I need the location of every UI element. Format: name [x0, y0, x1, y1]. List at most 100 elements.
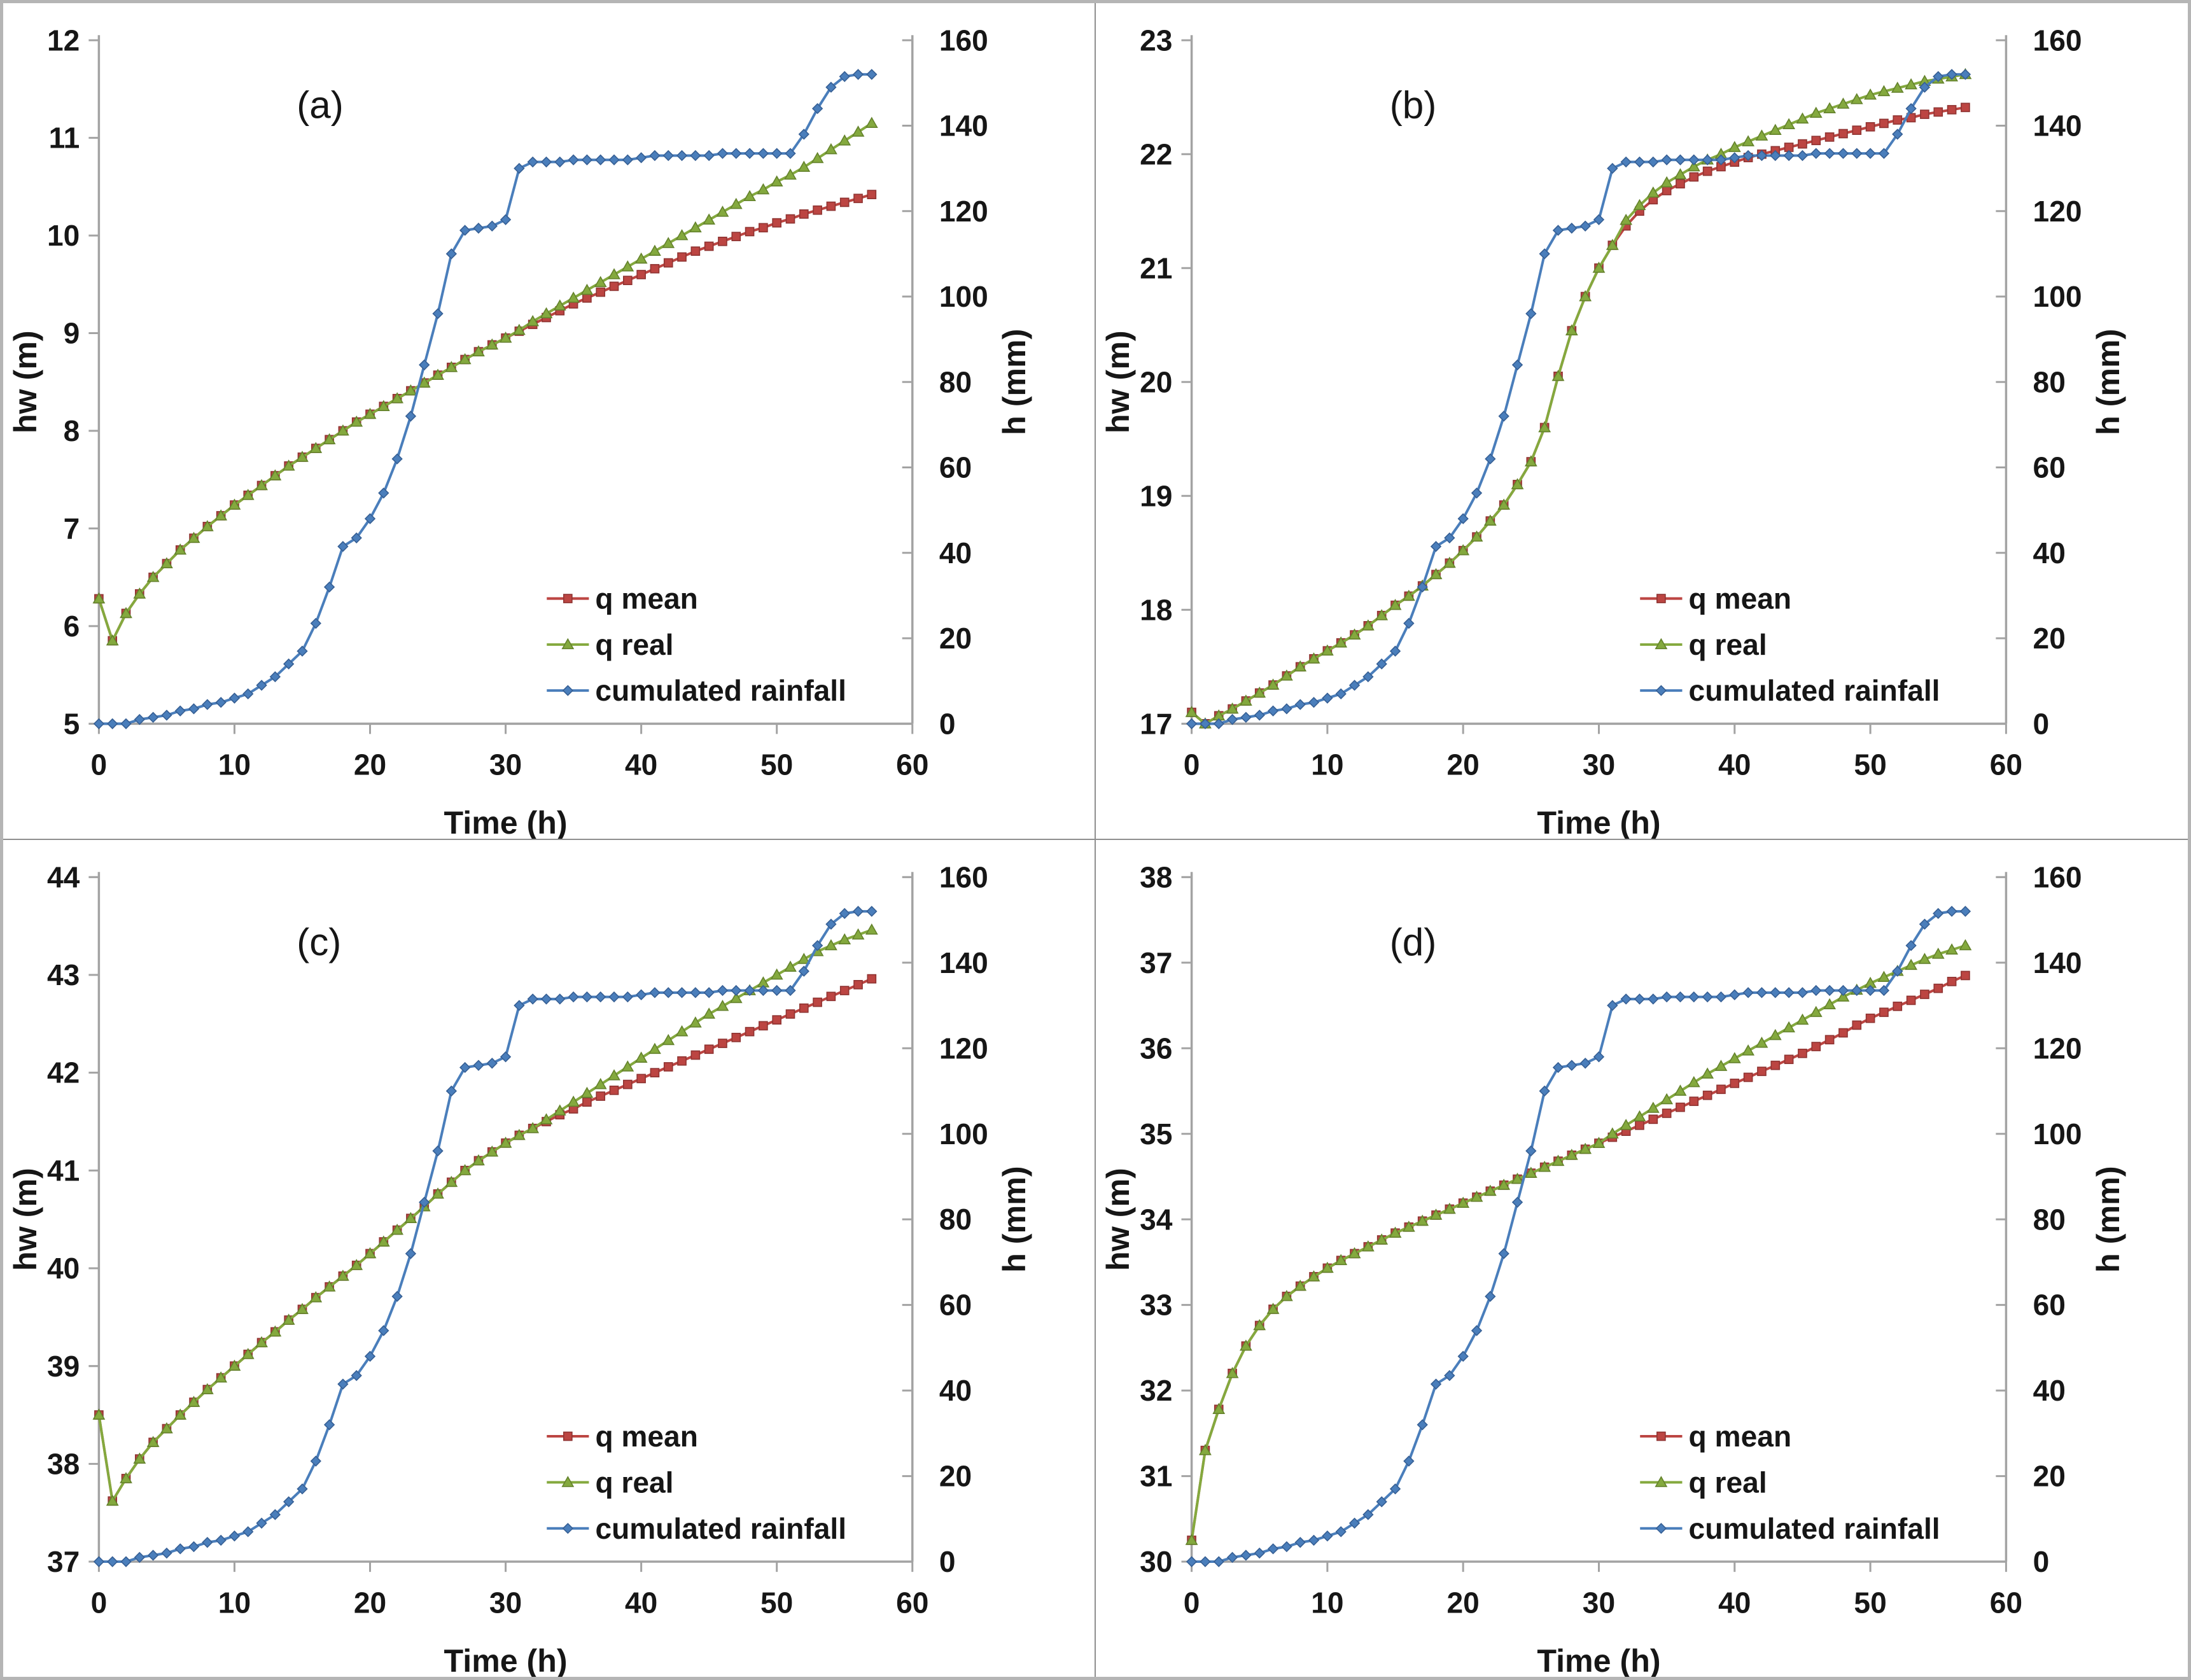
- x-axis-title: Time (h): [444, 805, 568, 839]
- marker-q-real: [1334, 1254, 1347, 1266]
- legend-label-q-mean: q mean: [1688, 582, 1791, 615]
- right-axis-title: h (mm): [997, 329, 1032, 435]
- right-tick-label: 140: [939, 946, 988, 979]
- series-line-cumulated-rainfall: [97, 910, 873, 1564]
- legend-marker-q-real: [1654, 638, 1667, 650]
- left-tick-label: 44: [47, 860, 80, 893]
- marker-q-real: [1389, 1226, 1401, 1238]
- left-tick-label: 19: [1140, 479, 1172, 512]
- marker-q-real: [1266, 1303, 1279, 1314]
- marker-cumulated-rainfall: [1728, 989, 1740, 1000]
- marker-q-real: [1768, 1028, 1782, 1040]
- marker-cumulated-rainfall: [1905, 102, 1917, 115]
- marker-q-real: [1252, 686, 1266, 698]
- x-tick-label: 60: [1989, 748, 2022, 781]
- left-axis-title: hw (m): [8, 330, 43, 433]
- legend-label-q-real: q real: [595, 628, 673, 661]
- left-tick-label: 40: [47, 1252, 80, 1285]
- marker-q-real: [1537, 421, 1551, 433]
- right-tick-label: 0: [2033, 707, 2049, 740]
- marker-q-real: [1755, 129, 1768, 141]
- marker-q-mean: [745, 1026, 755, 1037]
- marker-q-real: [1619, 213, 1632, 225]
- x-tick-label: 30: [1582, 748, 1614, 781]
- marker-q-mean: [636, 1074, 646, 1084]
- series-line-cumulated-rainfall: [1190, 73, 1966, 725]
- marker-cumulated-rainfall: [622, 991, 633, 1003]
- legend-label-cumulated-rainfall: cumulated rainfall: [595, 674, 846, 707]
- marker-cumulated-rainfall: [120, 718, 132, 729]
- legend-item-q-real: q real: [1639, 628, 1767, 661]
- marker-q-real: [634, 252, 648, 264]
- marker-q-real: [784, 960, 797, 972]
- marker-q-real: [472, 1154, 485, 1166]
- marker-q-real: [282, 459, 295, 471]
- marker-cumulated-rainfall: [351, 1369, 362, 1382]
- chart-panel-a: 5 6 7 8 9 10 11 12 0 20 40 60 80 100 120 140 160 0 10 20 30 4…: [3, 3, 1096, 840]
- marker-q-mean: [785, 214, 795, 224]
- marker-q-real: [187, 1396, 200, 1407]
- marker-cumulated-rainfall: [1552, 225, 1564, 236]
- panel-letter: (c): [297, 920, 341, 963]
- marker-q-real: [1674, 168, 1686, 179]
- marker-q-mean: [1879, 118, 1889, 129]
- marker-q-real: [1578, 1142, 1592, 1154]
- marker-cumulated-rainfall: [1782, 150, 1795, 162]
- left-axis-title: hw (m): [1100, 1168, 1136, 1271]
- marker-q-real: [553, 299, 566, 311]
- right-tick-label: 20: [2033, 1460, 2065, 1493]
- marker-cumulated-rainfall: [1674, 154, 1686, 165]
- marker-q-mean: [1824, 1035, 1834, 1045]
- marker-cumulated-rainfall: [1240, 711, 1252, 723]
- marker-cumulated-rainfall: [1878, 984, 1889, 997]
- marker-q-mean: [677, 252, 687, 262]
- marker-q-real: [757, 183, 770, 195]
- marker-cumulated-rainfall: [1186, 1556, 1197, 1567]
- marker-q-real: [1456, 544, 1469, 556]
- left-tick-label: 34: [1140, 1203, 1173, 1236]
- right-tick-label: 160: [2033, 860, 2082, 893]
- right-tick-label: 80: [2033, 365, 2065, 398]
- x-tick-label: 10: [218, 748, 251, 781]
- marker-q-real: [1511, 478, 1523, 489]
- marker-cumulated-rainfall: [744, 984, 755, 997]
- legend-label-q-real: q real: [1688, 628, 1767, 661]
- marker-cumulated-rainfall: [1484, 1291, 1496, 1302]
- marker-cumulated-rainfall: [771, 148, 783, 159]
- marker-q-real: [120, 1472, 132, 1483]
- marker-cumulated-rainfall: [364, 1350, 376, 1362]
- tick-marks: [88, 39, 914, 734]
- marker-q-mean: [867, 190, 877, 199]
- series-cumulated-rainfall: [93, 69, 878, 729]
- marker-cumulated-rainfall: [1810, 984, 1821, 997]
- marker-cumulated-rainfall: [798, 965, 809, 977]
- marker-q-real: [1483, 514, 1497, 526]
- marker-cumulated-rainfall: [228, 1530, 241, 1542]
- tick-labels: 17 18 19 20 21 22 23 0 20 40 60 80 100 120 140 160 0 10 20…: [1140, 24, 2082, 781]
- marker-cumulated-rainfall: [1919, 918, 1930, 930]
- marker-cumulated-rainfall: [1837, 984, 1849, 997]
- marker-cumulated-rainfall: [1186, 718, 1197, 729]
- legend-item-cumulated-rainfall: cumulated rainfall: [547, 1512, 846, 1545]
- marker-q-real: [1415, 1214, 1429, 1226]
- marker-q-real: [865, 923, 878, 935]
- marker-q-real: [1375, 1233, 1388, 1245]
- marker-cumulated-rainfall: [1389, 1483, 1401, 1495]
- marker-q-real: [445, 361, 458, 372]
- series-line-q-real: [97, 122, 873, 642]
- marker-q-mean: [731, 1032, 741, 1042]
- marker-q-mean: [799, 1003, 809, 1013]
- marker-q-real: [1252, 1319, 1266, 1331]
- marker-q-real: [1782, 1021, 1795, 1033]
- marker-cumulated-rainfall: [473, 222, 484, 234]
- marker-q-real: [567, 1095, 580, 1107]
- marker-cumulated-rainfall: [1321, 692, 1333, 704]
- marker-cumulated-rainfall: [554, 156, 566, 168]
- marker-q-mean: [1838, 1028, 1848, 1038]
- x-tick-label: 50: [760, 1586, 793, 1619]
- marker-q-mean: [609, 281, 619, 291]
- marker-cumulated-rainfall: [297, 1483, 308, 1495]
- marker-cumulated-rainfall: [811, 940, 823, 951]
- marker-cumulated-rainfall: [1511, 1196, 1523, 1208]
- left-tick-label: 12: [47, 24, 80, 57]
